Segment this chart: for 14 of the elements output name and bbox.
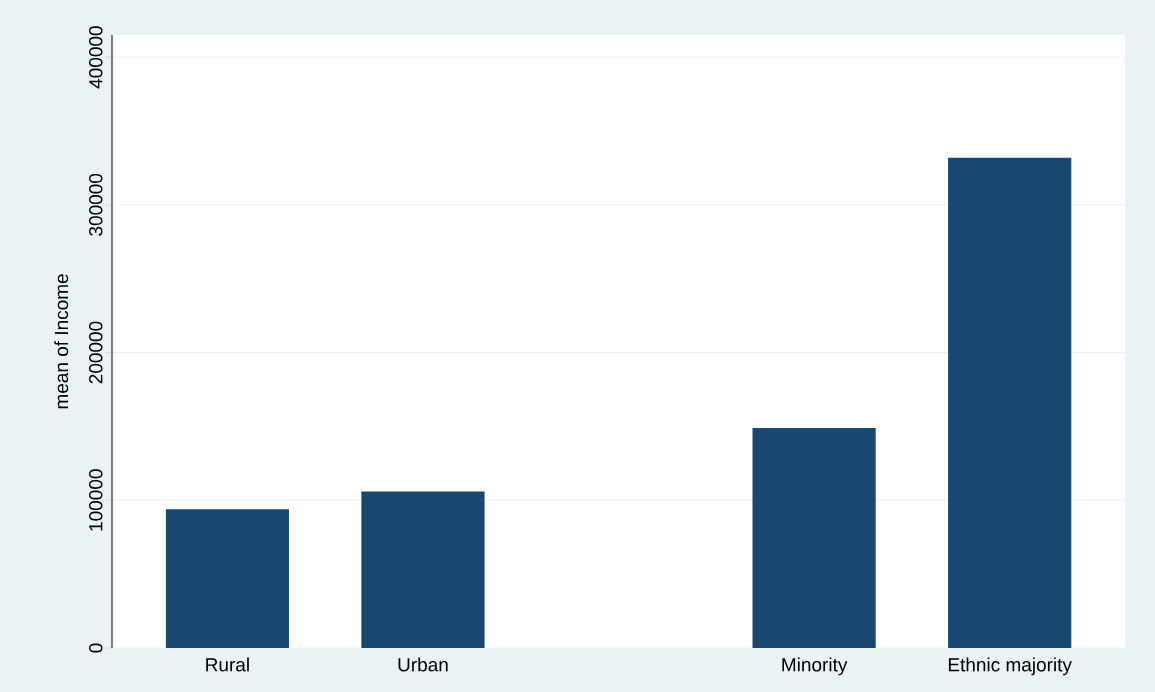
bar — [948, 157, 1072, 648]
bar — [165, 509, 289, 648]
y-tick-label: 200000 — [89, 321, 103, 384]
bar — [752, 427, 876, 648]
x-tick-label: Ethnic majority — [948, 657, 1072, 676]
y-tick-label: 0 — [89, 643, 103, 653]
bar — [361, 491, 485, 648]
x-tick-label: Rural — [206, 657, 249, 672]
y-tick-label: 400000 — [89, 26, 103, 89]
y-tick-label: 100000 — [89, 469, 103, 531]
x-tick-label: Urban — [398, 657, 448, 672]
y-tick-label: 300000 — [89, 173, 103, 236]
x-tick-label: Minority — [782, 657, 848, 676]
y-axis-title: mean of Income — [54, 274, 69, 409]
